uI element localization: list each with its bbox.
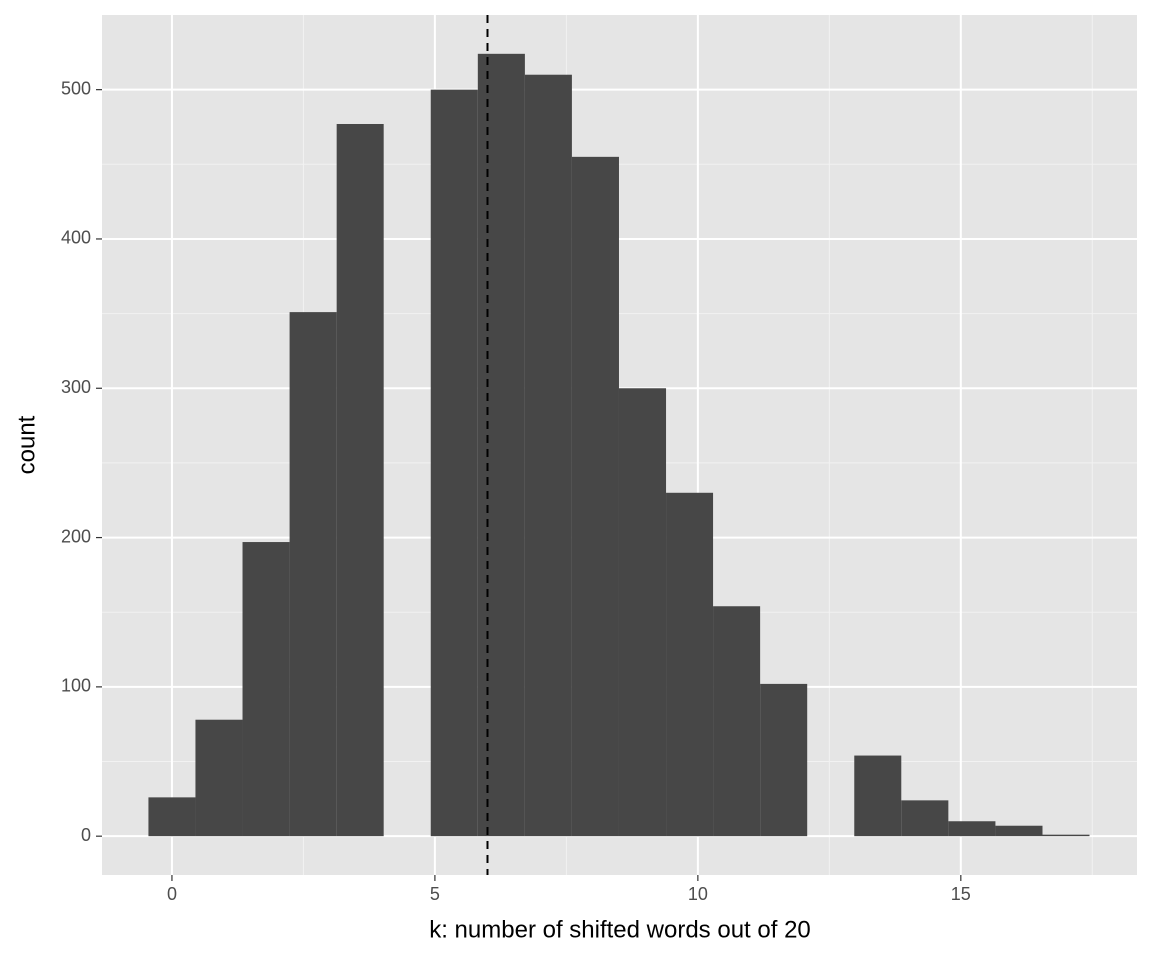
x-tick-label: 5 [430,884,440,904]
bar [618,388,667,837]
bar [666,492,714,837]
bar [336,123,384,837]
bar [901,800,949,837]
y-tick-label: 0 [81,825,91,845]
y-tick-label: 300 [61,377,91,397]
x-axis-title: k: number of shifted words out of 20 [429,916,811,943]
bar [289,312,337,837]
y-tick-label: 100 [61,676,91,696]
y-tick-label: 400 [61,228,91,248]
bar [148,797,196,837]
bar [477,53,525,837]
bar [1042,834,1090,837]
x-tick-label: 15 [951,884,971,904]
y-tick-label: 500 [61,78,91,98]
bar [995,825,1043,837]
bar [242,542,290,837]
bar [430,89,478,837]
bar [760,683,808,837]
bar [195,719,243,837]
bar [948,821,996,837]
x-tick-label: 10 [688,884,708,904]
bar [524,74,572,837]
y-tick-label: 200 [61,526,91,546]
y-axis-title: count [13,415,40,474]
bar [854,755,902,837]
x-tick-label: 0 [167,884,177,904]
bar [713,606,761,837]
bar [571,156,619,837]
